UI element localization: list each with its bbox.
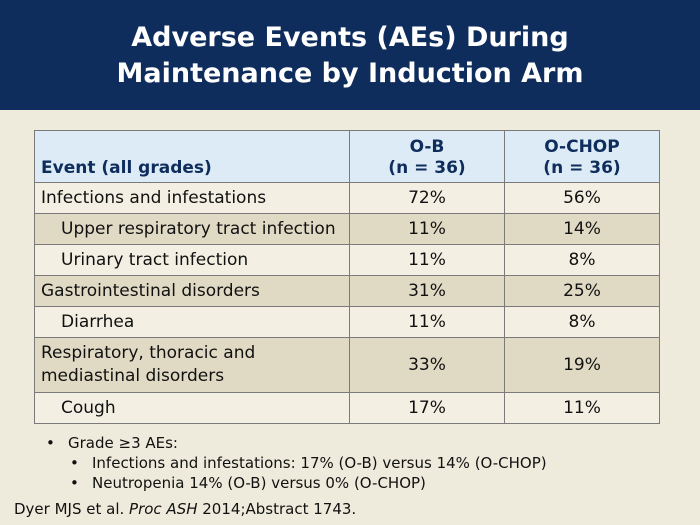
table-row: Urinary tract infection 11% 8% <box>34 244 660 276</box>
adverse-events-table: Event (all grades) O-B (n = 36) O-CHOP (… <box>34 130 660 424</box>
table-row: Diarrhea 11% 8% <box>34 306 660 338</box>
citation: Dyer MJS et al. Proc ASH 2014;Abstract 1… <box>14 500 356 518</box>
sub-bullet-text: Infections and infestations: 17% (O-B) v… <box>92 454 547 472</box>
ob-cell: 31% <box>349 275 505 307</box>
ochop-cell: 56% <box>504 182 660 214</box>
event-cell-line1: Respiratory, thoracic and <box>41 343 256 363</box>
bullet-marker: • <box>46 434 55 452</box>
table-row: Upper respiratory tract infection 11% 14… <box>34 213 660 245</box>
ob-cell: 17% <box>349 392 505 424</box>
table-row: Infections and infestations 72% 56% <box>34 182 660 214</box>
bullet-marker: • <box>70 454 79 472</box>
ob-cell: 11% <box>349 244 505 276</box>
slide-title-line2: Maintenance by Induction Arm <box>116 58 584 89</box>
header-ob: O-B (n = 36) <box>349 130 505 183</box>
header-event: Event (all grades) <box>34 130 350 183</box>
citation-journal: Proc ASH <box>129 500 198 518</box>
event-cell: Upper respiratory tract infection <box>34 213 350 245</box>
ob-cell: 33% <box>349 337 505 393</box>
slide-title-line1: Adverse Events (AEs) During <box>131 22 569 53</box>
slide-title: Adverse Events (AEs) During Maintenance … <box>0 20 700 92</box>
event-cell: Cough <box>34 392 350 424</box>
header-ochop: O-CHOP (n = 36) <box>504 130 660 183</box>
sub-bullet-item: • Infections and infestations: 17% (O-B)… <box>46 453 547 473</box>
grade3-bullet-list: • Grade ≥3 AEs: • Infections and infesta… <box>46 433 547 493</box>
bullet-text: Grade ≥3 AEs: <box>68 434 178 452</box>
sub-bullet-item: • Neutropenia 14% (O-B) versus 0% (O-CHO… <box>46 473 547 493</box>
event-cell: Gastrointestinal disorders <box>34 275 350 307</box>
sub-bullet-text: Neutropenia 14% (O-B) versus 0% (O-CHOP) <box>92 474 426 492</box>
header-ochop-line1: O-CHOP <box>544 137 620 157</box>
title-banner: Adverse Events (AEs) During Maintenance … <box>0 0 700 110</box>
ochop-cell: 19% <box>504 337 660 393</box>
bullet-item: • Grade ≥3 AEs: <box>46 433 547 453</box>
ob-cell: 72% <box>349 182 505 214</box>
ob-cell: 11% <box>349 213 505 245</box>
event-cell-line2: mediastinal disorders <box>41 366 225 386</box>
citation-details: 2014;Abstract 1743. <box>197 500 357 518</box>
ochop-cell: 14% <box>504 213 660 245</box>
bullet-marker: • <box>70 474 79 492</box>
table-header-row: Event (all grades) O-B (n = 36) O-CHOP (… <box>34 130 660 183</box>
event-cell: Respiratory, thoracic and mediastinal di… <box>34 337 350 393</box>
header-ob-line2: (n = 36) <box>388 158 466 178</box>
ochop-cell: 25% <box>504 275 660 307</box>
ochop-cell: 11% <box>504 392 660 424</box>
ob-cell: 11% <box>349 306 505 338</box>
table-row: Cough 17% 11% <box>34 392 660 424</box>
header-ob-line1: O-B <box>409 137 445 157</box>
table-row: Gastrointestinal disorders 31% 25% <box>34 275 660 307</box>
header-ochop-line2: (n = 36) <box>543 158 621 178</box>
ochop-cell: 8% <box>504 244 660 276</box>
table-row: Respiratory, thoracic and mediastinal di… <box>34 337 660 393</box>
event-cell: Infections and infestations <box>34 182 350 214</box>
event-cell: Diarrhea <box>34 306 350 338</box>
citation-authors: Dyer MJS et al. <box>14 500 130 518</box>
ochop-cell: 8% <box>504 306 660 338</box>
event-cell: Urinary tract infection <box>34 244 350 276</box>
